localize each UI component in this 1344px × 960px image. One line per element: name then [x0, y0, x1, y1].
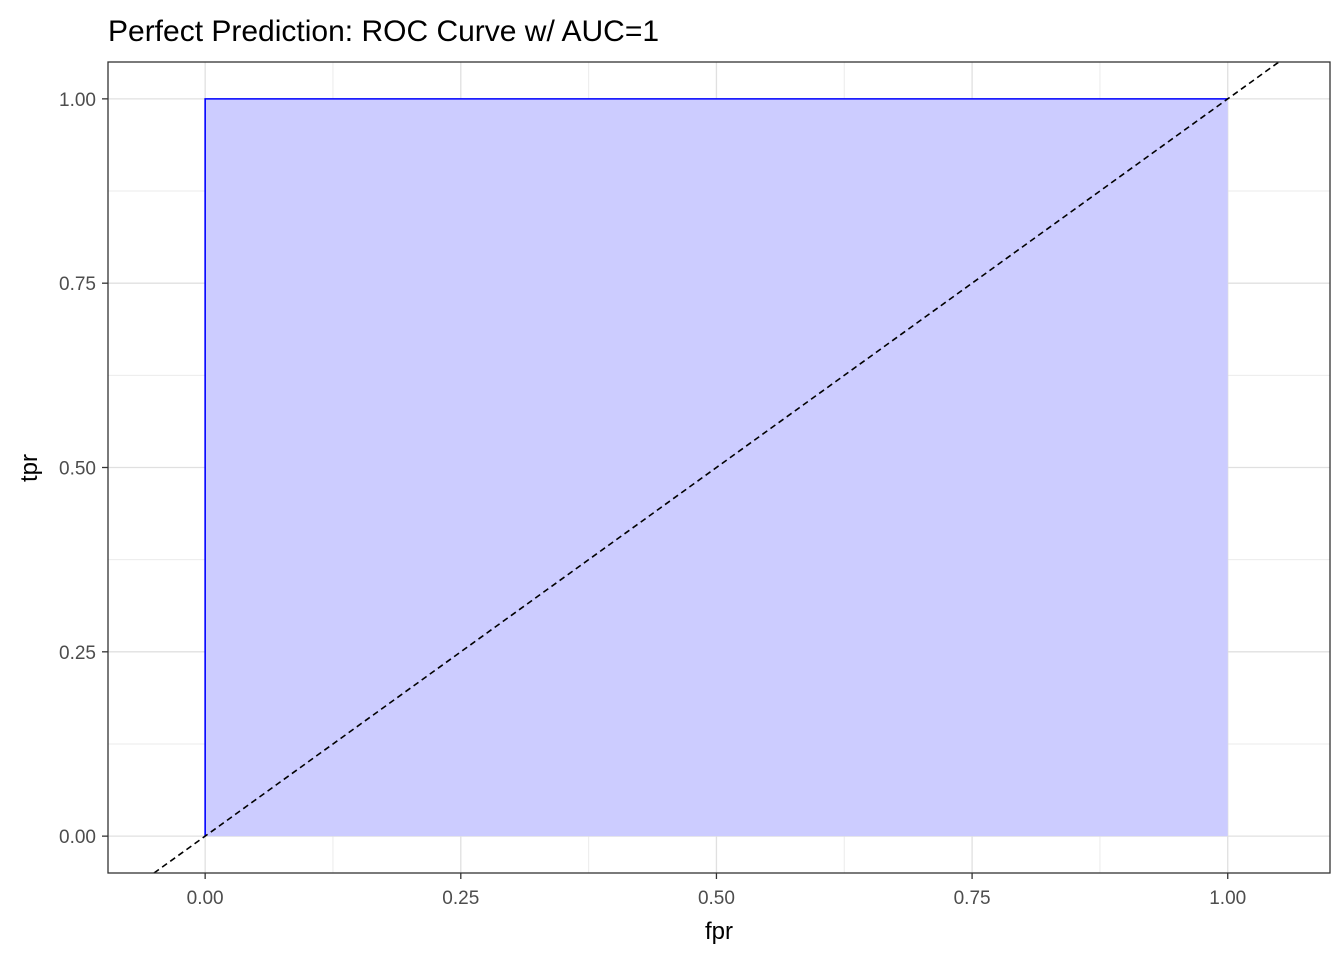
- x-tick-label: 1.00: [1209, 888, 1246, 909]
- y-tick-label: 0.75: [59, 274, 96, 295]
- chart-title: Perfect Prediction: ROC Curve w/ AUC=1: [108, 15, 659, 48]
- diagonal-layer: [153, 61, 1280, 874]
- y-axis-title: tpr: [16, 454, 43, 482]
- y-tick-label: 0.25: [59, 643, 96, 664]
- x-tick-label: 0.75: [954, 888, 991, 909]
- y-tick-label: 0.00: [59, 827, 96, 848]
- y-axis: 0.00 0.25 0.50 0.75 1.00: [59, 90, 108, 848]
- x-tick-label: 0.25: [442, 888, 479, 909]
- x-tick-label: 0.50: [698, 888, 735, 909]
- y-tick-label: 1.00: [59, 90, 96, 111]
- y-tick-label: 0.50: [59, 459, 96, 480]
- x-axis-title: fpr: [705, 918, 733, 945]
- x-axis: 0.00 0.25 0.50 0.75 1.00: [187, 873, 1246, 909]
- x-tick-label: 0.00: [187, 888, 224, 909]
- reference-diagonal-line: [153, 61, 1280, 874]
- roc-curve-line: [204, 98, 1228, 837]
